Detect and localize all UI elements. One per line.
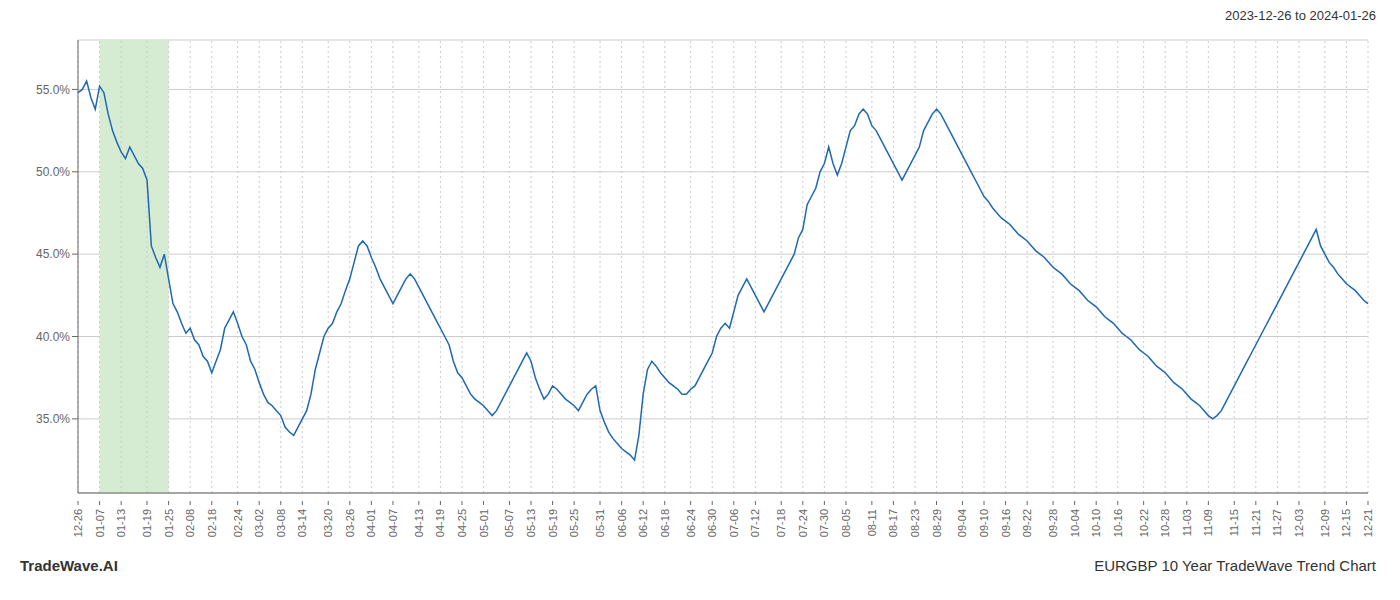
svg-text:03-08: 03-08 <box>275 509 287 537</box>
svg-text:11-21: 11-21 <box>1250 509 1262 536</box>
svg-text:05-25: 05-25 <box>568 509 580 537</box>
svg-text:04-13: 04-13 <box>413 509 425 537</box>
svg-text:03-20: 03-20 <box>322 509 334 537</box>
svg-text:06-06: 06-06 <box>616 509 628 537</box>
svg-text:05-31: 05-31 <box>594 509 606 537</box>
svg-text:45.0%: 45.0% <box>36 247 70 261</box>
svg-text:08-05: 08-05 <box>840 509 852 537</box>
svg-text:02-18: 02-18 <box>206 509 218 537</box>
svg-text:01-19: 01-19 <box>141 509 153 537</box>
svg-text:07-18: 07-18 <box>775 509 787 537</box>
svg-text:06-18: 06-18 <box>659 509 671 537</box>
svg-text:06-30: 06-30 <box>706 509 718 537</box>
svg-text:09-16: 09-16 <box>1000 509 1012 537</box>
html-text:2023-12-26 to 2024-01-26: 2023-12-26 to 2024-01-26 <box>1224 8 1376 23</box>
svg-text:09-10: 09-10 <box>978 509 990 537</box>
svg-text:07-06: 07-06 <box>728 509 740 537</box>
svg-text:01-13: 01-13 <box>115 509 127 537</box>
svg-text:35.0%: 35.0% <box>36 412 70 426</box>
svg-text:50.0%: 50.0% <box>36 165 70 179</box>
svg-text:12-09: 12-09 <box>1319 509 1331 537</box>
html-text:TradeWave.AI: TradeWave.AI <box>20 556 118 574</box>
svg-text:10-04: 10-04 <box>1069 509 1081 537</box>
svg-text:04-25: 04-25 <box>456 509 468 537</box>
svg-text:05-01: 05-01 <box>478 509 490 537</box>
svg-text:08-11: 08-11 <box>866 509 878 536</box>
svg-text:01-07: 01-07 <box>94 509 106 537</box>
svg-text:01-25: 01-25 <box>163 509 175 537</box>
svg-text:06-12: 06-12 <box>637 509 649 537</box>
svg-text:11-09: 11-09 <box>1202 509 1214 536</box>
svg-text:12-26: 12-26 <box>72 509 84 537</box>
svg-text:11-27: 11-27 <box>1271 509 1283 536</box>
svg-text:07-30: 07-30 <box>818 509 830 537</box>
svg-text:02-08: 02-08 <box>184 509 196 537</box>
svg-text:06-24: 06-24 <box>685 509 697 537</box>
svg-text:05-19: 05-19 <box>547 509 559 537</box>
svg-text:04-07: 04-07 <box>387 509 399 537</box>
svg-text:11-03: 11-03 <box>1181 509 1193 536</box>
svg-text:05-13: 05-13 <box>525 509 537 537</box>
svg-text:12-03: 12-03 <box>1293 509 1305 537</box>
svg-text:07-12: 07-12 <box>749 509 761 537</box>
svg-text:12-15: 12-15 <box>1340 509 1352 537</box>
svg-text:03-14: 03-14 <box>296 509 308 537</box>
svg-text:04-19: 04-19 <box>434 509 446 537</box>
svg-text:02-24: 02-24 <box>232 509 244 537</box>
svg-text:07-24: 07-24 <box>797 509 809 537</box>
svg-text:08-17: 08-17 <box>887 509 899 537</box>
svg-text:11-15: 11-15 <box>1228 509 1240 536</box>
svg-text:09-22: 09-22 <box>1021 509 1033 537</box>
svg-text:10-16: 10-16 <box>1112 509 1124 537</box>
svg-text:55.0%: 55.0% <box>36 83 70 97</box>
svg-text:08-23: 08-23 <box>909 509 921 537</box>
svg-text:08-29: 08-29 <box>931 509 943 537</box>
svg-text:12-21: 12-21 <box>1362 509 1374 537</box>
html-text:EURGBP 10 Year TradeWave Trend: EURGBP 10 Year TradeWave Trend Chart <box>1094 556 1376 574</box>
svg-text:10-10: 10-10 <box>1090 509 1102 537</box>
svg-text:03-02: 03-02 <box>253 509 265 537</box>
svg-text:10-28: 10-28 <box>1159 509 1171 537</box>
svg-text:40.0%: 40.0% <box>36 330 70 344</box>
svg-text:03-26: 03-26 <box>344 509 356 537</box>
svg-text:10-22: 10-22 <box>1138 509 1150 537</box>
svg-text:09-04: 09-04 <box>956 509 968 537</box>
svg-text:05-07: 05-07 <box>503 509 515 537</box>
svg-text:09-28: 09-28 <box>1047 509 1059 537</box>
svg-text:04-01: 04-01 <box>365 509 377 537</box>
